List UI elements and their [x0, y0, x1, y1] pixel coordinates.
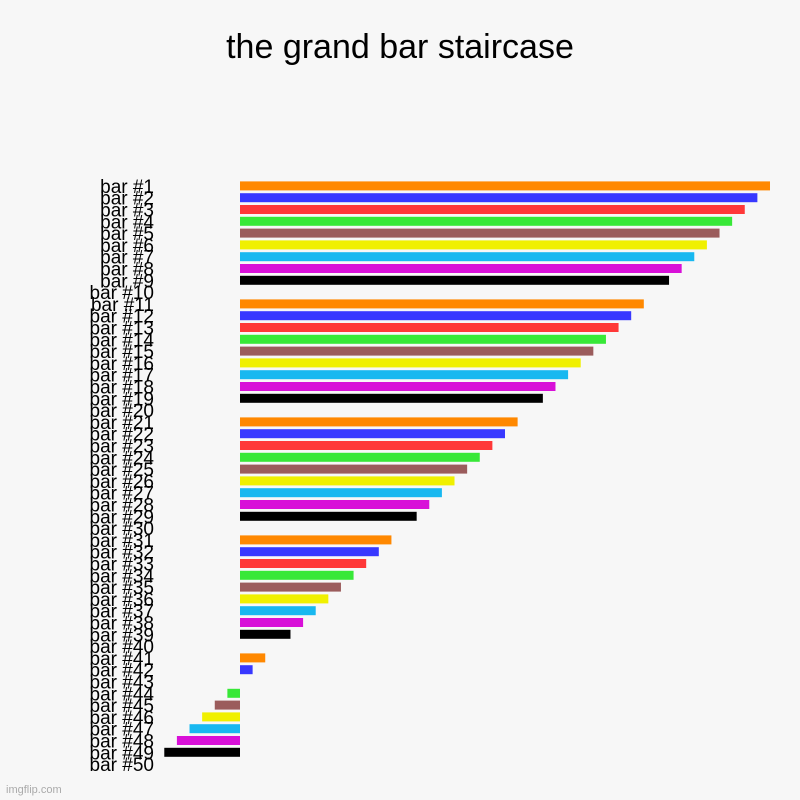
- y-tick-label: bar #31: [90, 531, 154, 552]
- bar: [240, 346, 594, 356]
- y-tick-label: bar #34: [90, 566, 155, 587]
- bar: [240, 311, 632, 321]
- y-tick-label: bar #1: [100, 177, 154, 198]
- y-tick-label: bar #24: [90, 448, 155, 469]
- bar: [240, 570, 354, 580]
- bar: [240, 452, 480, 462]
- y-tick-label: bar #50: [90, 755, 154, 776]
- y-tick-label: bar #12: [90, 307, 154, 328]
- bar: [240, 441, 493, 450]
- bar: [240, 417, 518, 427]
- y-tick-label: bar #19: [90, 389, 154, 410]
- y-tick-label: bar #44: [90, 684, 155, 705]
- bar: [240, 464, 468, 474]
- y-tick-label: bar #3: [100, 201, 154, 222]
- y-tick-label: bar #2: [100, 189, 154, 210]
- y-tick-label: bar #48: [90, 732, 154, 753]
- bar: [240, 606, 316, 616]
- y-tick-label: bar #7: [100, 248, 154, 269]
- bar: [240, 216, 733, 226]
- bar: [240, 500, 430, 509]
- bar: [240, 547, 379, 557]
- y-tick-label: bar #42: [90, 661, 154, 682]
- bar: [202, 712, 240, 722]
- y-tick-label: bar #49: [90, 743, 154, 764]
- y-tick-label: bar #13: [90, 319, 154, 340]
- y-tick-label: bar #25: [90, 460, 154, 481]
- y-tick-label: bar #5: [100, 224, 154, 245]
- bar: [240, 429, 505, 439]
- y-tick-label: bar #11: [91, 295, 154, 316]
- bar: [240, 535, 392, 545]
- y-tick-label: bar #23: [90, 437, 154, 458]
- y-tick-label: bar #28: [90, 496, 154, 517]
- y-tick-label: bar #6: [100, 236, 154, 257]
- y-tick-label: bar #10: [90, 283, 154, 304]
- y-tick-label: bar #38: [90, 614, 154, 635]
- y-tick-label: bar #30: [90, 519, 154, 540]
- y-tick-label: bar #18: [90, 378, 154, 399]
- bar: [240, 358, 581, 368]
- bar: [240, 382, 556, 391]
- y-tick-label: bar #14: [90, 330, 155, 351]
- y-tick-label: bar #47: [90, 720, 154, 741]
- y-tick-label: bar #27: [90, 484, 154, 505]
- bar: [240, 665, 253, 675]
- bar: [240, 228, 720, 238]
- y-tick-label: bar #36: [90, 590, 154, 611]
- y-tick-label: bar #33: [90, 555, 154, 576]
- y-tick-label: bar #35: [90, 578, 154, 599]
- bar: [176, 736, 240, 745]
- y-tick-label: bar #45: [90, 696, 154, 717]
- bar: [240, 181, 770, 191]
- bar: [240, 629, 291, 639]
- bar: [240, 299, 644, 309]
- bar: [189, 724, 240, 734]
- bar: [240, 653, 266, 663]
- y-tick-label: bar #32: [90, 543, 154, 564]
- bar: [240, 205, 745, 214]
- y-tick-label: bar #40: [90, 637, 154, 658]
- y-tick-label: bar #8: [100, 260, 154, 281]
- y-tick-label: bar #20: [90, 401, 154, 422]
- bar: [227, 688, 240, 698]
- y-tick-label: bar #26: [90, 472, 154, 493]
- bar: [240, 240, 707, 250]
- y-tick-label: bar #22: [90, 425, 154, 446]
- bar: [240, 264, 682, 273]
- bar: [240, 193, 758, 203]
- y-tick-label: bar #39: [90, 625, 154, 646]
- bar: [240, 370, 569, 380]
- bar: [240, 594, 329, 604]
- chart-title: the grand bar staircase: [226, 28, 574, 66]
- y-tick-label: bar #4: [100, 212, 154, 233]
- bar: [164, 747, 240, 757]
- bar: [240, 393, 543, 403]
- bar: [240, 582, 341, 592]
- y-tick-label: bar #37: [90, 602, 154, 623]
- bar: [240, 323, 619, 332]
- y-tick-label: bar #41: [90, 649, 154, 670]
- y-tick-label: bar #17: [90, 366, 154, 387]
- y-tick-label: bar #46: [90, 708, 154, 729]
- bar: [240, 511, 417, 521]
- bar: [240, 252, 695, 262]
- bar: [214, 700, 240, 710]
- y-tick-label: bar #16: [90, 354, 154, 375]
- y-tick-label: bar #21: [90, 413, 154, 434]
- bar: [240, 618, 304, 627]
- bar: [240, 488, 442, 498]
- bar: [240, 334, 606, 344]
- y-tick-label: bar #43: [90, 673, 154, 694]
- bar: [240, 559, 367, 568]
- watermark: imgflip.com: [6, 784, 62, 796]
- y-tick-label: bar #15: [90, 342, 154, 363]
- y-tick-label: bar #9: [100, 271, 154, 292]
- bar: [240, 275, 670, 285]
- y-tick-label: bar #29: [90, 507, 154, 528]
- bar: [240, 476, 455, 486]
